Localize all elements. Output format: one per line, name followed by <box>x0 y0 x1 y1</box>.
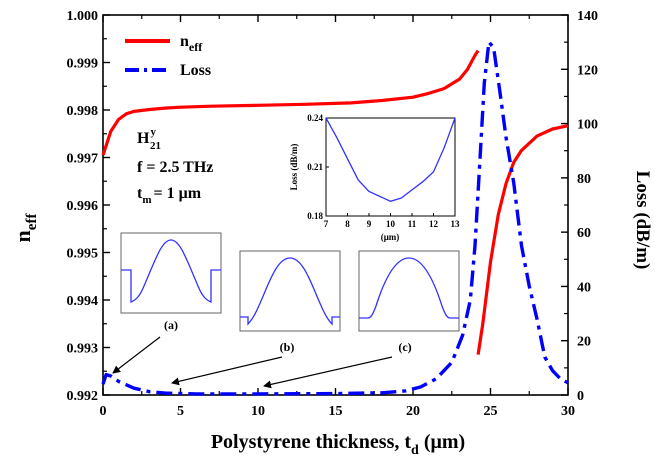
series-line-neff <box>101 49 480 156</box>
x-tick-label: 25 <box>484 404 498 419</box>
axis-tick-labels: 0 5 10 15 20 25 30 0.992 0.993 0.994 0.995 0.996 0.9… <box>67 9 599 419</box>
annotation-block: Hy 21 f = 2.5 THz tm = 1 μm <box>137 126 213 206</box>
annotation-metal-thickness: tm = 1 μm <box>137 185 202 206</box>
series-line-loss <box>101 40 569 396</box>
y-right-tick-label: 120 <box>577 63 598 78</box>
arrow-c <box>263 356 393 389</box>
inset-chart: 7 8 9 10 11 12 13 0.18 0.21 0.24 Loss (dB/m) (μm) <box>289 113 460 242</box>
annotation-frequency: f = 2.5 THz <box>137 159 213 176</box>
mode-profile-a-curve <box>121 239 221 303</box>
mode-profile-c-curve <box>359 257 459 319</box>
inset-x-tick-label: 7 <box>324 219 329 229</box>
x-tick-label: 0 <box>100 404 107 419</box>
y-left-tick-label: 0.999 <box>67 57 99 72</box>
inset-y-tick-label: 0.21 <box>307 162 323 172</box>
mode-profile-c-label: (c) <box>398 340 411 354</box>
y-left-tick-label: 0.993 <box>67 342 99 357</box>
y-axis-right-label: Loss (dB/m) <box>632 171 653 270</box>
y-left-tick-label: 0.992 <box>67 389 99 404</box>
inset-series <box>325 117 456 202</box>
inset-x-tick-label: 13 <box>451 219 461 229</box>
x-axis-label: Polystyrene thickness, td (μm) <box>211 431 465 458</box>
inset-x-tick-label: 9 <box>367 219 372 229</box>
mode-profile-b-curve <box>240 257 340 326</box>
y-left-tick-label: 0.997 <box>67 152 99 167</box>
pointer-arrows <box>112 336 393 389</box>
y-right-tick-label: 100 <box>577 118 598 133</box>
axis-ticks <box>102 14 569 396</box>
inset-frame <box>325 117 456 217</box>
x-tick-label: 20 <box>406 404 420 419</box>
annotation-mode: Hy 21 <box>137 126 161 152</box>
inset-y-tick-label: 0.18 <box>307 211 323 221</box>
x-tick-label: 10 <box>251 404 265 419</box>
mode-profile-c-frame <box>358 250 460 332</box>
series-layer <box>101 40 569 396</box>
inset-x-tick-label: 12 <box>429 219 439 229</box>
mode-profile-b-label: (b) <box>280 340 295 354</box>
inset-x-tick-label: 10 <box>386 219 396 229</box>
y-left-tick-label: 0.996 <box>67 199 99 214</box>
arrow-b <box>171 356 283 386</box>
y-right-tick-label: 60 <box>577 226 591 241</box>
y-right-tick-label: 80 <box>577 172 591 187</box>
y-left-tick-label: 0.998 <box>67 104 99 119</box>
y-right-tick-label: 40 <box>577 280 591 295</box>
inset-y-tick-label: 0.24 <box>307 113 323 123</box>
legend: neff Loss <box>125 33 211 79</box>
y-right-tick-label: 0 <box>577 389 584 404</box>
x-tick-label: 15 <box>329 404 343 419</box>
y-left-tick-label: 0.994 <box>67 294 99 309</box>
y-right-tick-label: 140 <box>577 9 598 24</box>
y-right-tick-label: 20 <box>577 335 591 350</box>
arrow-a <box>112 336 161 374</box>
x-tick-label: 30 <box>561 404 575 419</box>
inset-x-label: (μm) <box>381 232 400 242</box>
inset-loss-line <box>325 117 456 202</box>
y-left-tick-label: 1.000 <box>67 9 99 24</box>
inset-y-label: Loss (dB/m) <box>289 144 299 191</box>
mode-profile-a-frame <box>120 232 222 314</box>
legend-label-loss: Loss <box>180 62 211 79</box>
legend-label-neff: neff <box>180 33 203 54</box>
mode-profile-a-label: (a) <box>164 318 178 332</box>
inset-x-tick-label: 8 <box>345 219 350 229</box>
y-axis-left-label: neff <box>10 213 40 243</box>
series-line-neff <box>476 124 569 355</box>
inset-ticks: 7 8 9 10 11 12 13 0.18 0.21 0.24 <box>307 113 460 229</box>
x-tick-label: 5 <box>177 404 184 419</box>
mode-profile-b-frame <box>239 250 341 332</box>
y-left-tick-label: 0.995 <box>67 247 99 262</box>
inset-x-tick-label: 11 <box>408 219 417 229</box>
mode-profile-panels: (a) (b) (c) <box>120 232 460 354</box>
